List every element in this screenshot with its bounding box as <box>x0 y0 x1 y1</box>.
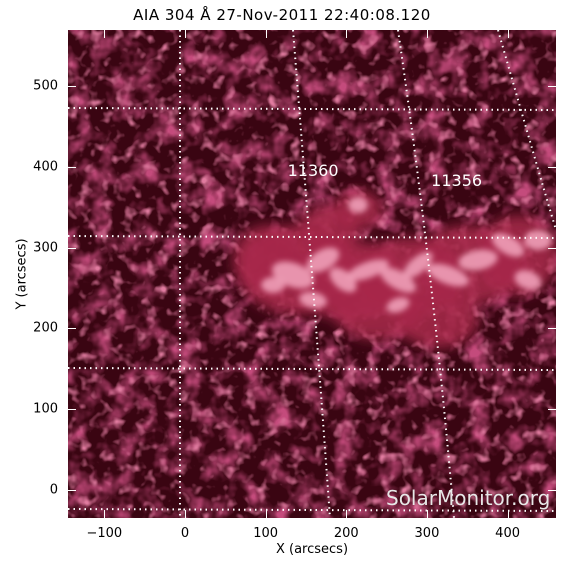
x-tick-label: 200 <box>333 526 359 541</box>
grid-line <box>397 30 455 518</box>
y-tick-label: 200 <box>33 320 58 336</box>
x-tick-label: 300 <box>414 526 440 541</box>
solar-emission-map <box>68 30 556 518</box>
plasma-blob <box>427 263 469 287</box>
heliographic-grid <box>68 30 556 518</box>
active-region-label: 11356 <box>431 170 483 190</box>
y-tick-mark <box>548 328 556 330</box>
y-tick-mark <box>68 247 76 249</box>
y-tick-mark <box>548 86 556 88</box>
x-axis-label: X (arcsecs) <box>275 542 349 557</box>
y-tick-label: 0 <box>49 482 58 498</box>
plasma-blob <box>403 251 433 279</box>
plasma-blob <box>514 270 542 290</box>
x-tick-label: 100 <box>253 526 279 541</box>
plasma-blob <box>347 259 389 281</box>
grid-line <box>292 30 331 518</box>
active-region-label: 11360 <box>287 161 339 181</box>
plasma-blob <box>458 249 498 271</box>
plasma-blob <box>261 277 285 293</box>
solar-image <box>68 30 556 518</box>
x-tick-mark <box>265 30 267 38</box>
x-tick-mark <box>426 510 428 518</box>
x-tick-label: −100 <box>86 526 123 541</box>
x-tick-mark <box>104 510 106 518</box>
y-tick-mark <box>548 247 556 249</box>
y-tick-label: 400 <box>33 159 58 175</box>
y-tick-mark <box>68 409 76 411</box>
active-region-core <box>261 197 552 313</box>
x-tick-mark <box>265 510 267 518</box>
y-tick-label: 500 <box>33 78 58 94</box>
x-tick-mark <box>426 30 428 38</box>
y-tick-label: 100 <box>33 401 58 417</box>
y-axis-label: Y (arcsecs) <box>14 238 30 310</box>
y-tick-mark <box>548 489 556 491</box>
plasma-blob <box>524 230 552 250</box>
image-title: AIA 304 Å 27-Nov-2011 22:40:08.120 <box>133 6 431 24</box>
x-tick-label: 0 <box>180 526 190 541</box>
y-tick-mark <box>68 489 76 491</box>
watermark: SolarMonitor.org <box>386 486 551 510</box>
y-tick-mark <box>548 409 556 411</box>
plasma-blob <box>380 267 416 293</box>
plasma-blob <box>348 197 368 213</box>
plasma-blob <box>306 247 340 273</box>
grid-line <box>497 30 556 231</box>
y-tick-label: 300 <box>33 240 58 256</box>
x-tick-mark <box>346 510 348 518</box>
y-tick-mark <box>548 167 556 169</box>
x-tick-label: 400 <box>495 526 521 541</box>
x-tick-mark <box>104 30 106 38</box>
plasma-blob <box>386 297 410 313</box>
x-tick-mark <box>346 30 348 38</box>
x-tick-mark <box>507 510 509 518</box>
y-tick-mark <box>68 86 76 88</box>
x-tick-mark <box>507 30 509 38</box>
x-tick-mark <box>184 30 186 38</box>
y-tick-mark <box>68 167 76 169</box>
y-tick-mark <box>68 328 76 330</box>
plasma-blob <box>398 292 478 348</box>
x-tick-mark <box>184 510 186 518</box>
plasma-blob <box>491 233 525 257</box>
plasma-blob <box>329 267 357 293</box>
